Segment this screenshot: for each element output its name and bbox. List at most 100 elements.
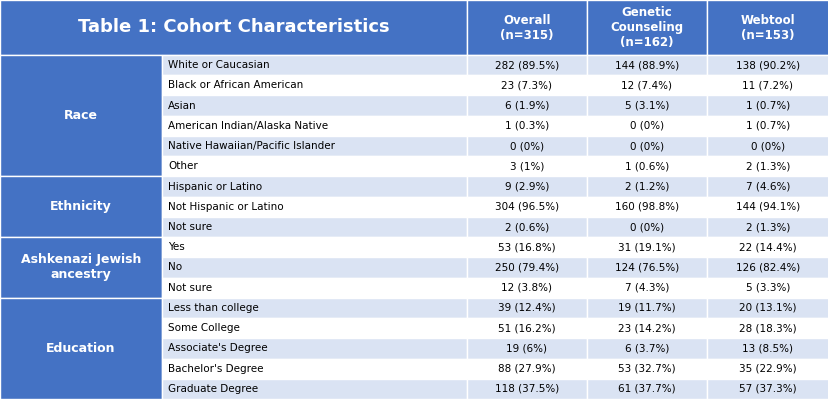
Text: 11 (7.2%): 11 (7.2%) bbox=[742, 80, 792, 90]
Bar bbox=[706, 379, 828, 399]
Bar bbox=[161, 257, 466, 278]
Text: 57 (37.3%): 57 (37.3%) bbox=[739, 384, 796, 394]
Text: 144 (94.1%): 144 (94.1%) bbox=[735, 202, 799, 212]
Text: 12 (7.4%): 12 (7.4%) bbox=[621, 80, 672, 90]
Bar bbox=[0, 0, 466, 55]
Text: 2 (0.6%): 2 (0.6%) bbox=[504, 222, 548, 232]
Bar bbox=[161, 318, 466, 338]
Text: Ethnicity: Ethnicity bbox=[50, 200, 112, 213]
Text: 0 (0%): 0 (0%) bbox=[629, 141, 663, 151]
Bar bbox=[466, 197, 586, 217]
Bar bbox=[586, 318, 706, 338]
Bar bbox=[706, 0, 828, 55]
Text: Yes: Yes bbox=[168, 242, 185, 252]
Text: Asian: Asian bbox=[168, 101, 196, 111]
Bar bbox=[161, 116, 466, 136]
Text: Black or African American: Black or African American bbox=[168, 80, 303, 90]
Text: 19 (6%): 19 (6%) bbox=[506, 344, 546, 354]
Text: 53 (16.8%): 53 (16.8%) bbox=[498, 242, 555, 252]
Bar bbox=[706, 116, 828, 136]
Bar bbox=[706, 338, 828, 359]
Text: 0 (0%): 0 (0%) bbox=[629, 121, 663, 131]
Text: 31 (19.1%): 31 (19.1%) bbox=[618, 242, 675, 252]
Bar bbox=[161, 359, 466, 379]
Text: Less than college: Less than college bbox=[168, 303, 258, 313]
Bar bbox=[706, 217, 828, 237]
Text: 88 (27.9%): 88 (27.9%) bbox=[498, 363, 555, 373]
Bar bbox=[586, 338, 706, 359]
Bar bbox=[586, 217, 706, 237]
Text: 23 (7.3%): 23 (7.3%) bbox=[501, 80, 551, 90]
Bar bbox=[586, 197, 706, 217]
Text: 51 (16.2%): 51 (16.2%) bbox=[498, 323, 555, 333]
Bar bbox=[0, 176, 161, 237]
Bar bbox=[466, 298, 586, 318]
Text: 5 (3.1%): 5 (3.1%) bbox=[624, 101, 668, 111]
Text: Bachelor's Degree: Bachelor's Degree bbox=[168, 363, 263, 373]
Bar bbox=[586, 379, 706, 399]
Bar bbox=[466, 237, 586, 257]
Bar bbox=[586, 176, 706, 197]
Text: 61 (37.7%): 61 (37.7%) bbox=[618, 384, 675, 394]
Text: 35 (22.9%): 35 (22.9%) bbox=[739, 363, 796, 373]
Bar bbox=[161, 217, 466, 237]
Text: Some College: Some College bbox=[168, 323, 239, 333]
Text: 6 (1.9%): 6 (1.9%) bbox=[504, 101, 548, 111]
Text: 304 (96.5%): 304 (96.5%) bbox=[494, 202, 558, 212]
Bar bbox=[161, 95, 466, 116]
Text: 2 (1.3%): 2 (1.3%) bbox=[745, 222, 789, 232]
Bar bbox=[466, 278, 586, 298]
Text: White or Caucasian: White or Caucasian bbox=[168, 60, 269, 70]
Text: 39 (12.4%): 39 (12.4%) bbox=[498, 303, 555, 313]
Bar bbox=[161, 237, 466, 257]
Text: 22 (14.4%): 22 (14.4%) bbox=[739, 242, 796, 252]
Bar bbox=[161, 156, 466, 176]
Bar bbox=[0, 55, 161, 176]
Text: 124 (76.5%): 124 (76.5%) bbox=[614, 263, 678, 273]
Text: 13 (8.5%): 13 (8.5%) bbox=[742, 344, 792, 354]
Bar bbox=[586, 95, 706, 116]
Text: 20 (13.1%): 20 (13.1%) bbox=[739, 303, 796, 313]
Bar bbox=[161, 338, 466, 359]
Text: Graduate Degree: Graduate Degree bbox=[168, 384, 258, 394]
Text: 160 (98.8%): 160 (98.8%) bbox=[614, 202, 678, 212]
Text: 1 (0.7%): 1 (0.7%) bbox=[745, 101, 789, 111]
Bar bbox=[706, 237, 828, 257]
Bar bbox=[0, 298, 161, 399]
Bar bbox=[466, 318, 586, 338]
Bar bbox=[586, 298, 706, 318]
Bar bbox=[161, 75, 466, 95]
Text: Not sure: Not sure bbox=[168, 283, 212, 293]
Bar bbox=[161, 197, 466, 217]
Bar bbox=[586, 359, 706, 379]
Text: Associate's Degree: Associate's Degree bbox=[168, 344, 267, 354]
Text: 19 (11.7%): 19 (11.7%) bbox=[618, 303, 675, 313]
Bar bbox=[586, 136, 706, 156]
Text: 138 (90.2%): 138 (90.2%) bbox=[735, 60, 799, 70]
Bar bbox=[466, 116, 586, 136]
Text: Native Hawaiian/Pacific Islander: Native Hawaiian/Pacific Islander bbox=[168, 141, 335, 151]
Text: 6 (3.7%): 6 (3.7%) bbox=[624, 344, 668, 354]
Text: Genetic
Counseling
(n=162): Genetic Counseling (n=162) bbox=[609, 6, 683, 49]
Text: 1 (0.3%): 1 (0.3%) bbox=[504, 121, 548, 131]
Text: Race: Race bbox=[64, 109, 98, 122]
Bar bbox=[706, 176, 828, 197]
Text: 144 (88.9%): 144 (88.9%) bbox=[614, 60, 678, 70]
Text: No: No bbox=[168, 263, 182, 273]
Bar bbox=[586, 237, 706, 257]
Bar bbox=[161, 55, 466, 75]
Text: 23 (14.2%): 23 (14.2%) bbox=[618, 323, 675, 333]
Text: Ashkenazi Jewish
ancestry: Ashkenazi Jewish ancestry bbox=[21, 253, 141, 281]
Bar bbox=[466, 136, 586, 156]
Text: Webtool
(n=153): Webtool (n=153) bbox=[739, 14, 794, 41]
Bar bbox=[586, 156, 706, 176]
Bar bbox=[586, 75, 706, 95]
Bar bbox=[706, 197, 828, 217]
Text: 0 (0%): 0 (0%) bbox=[509, 141, 543, 151]
Bar bbox=[706, 95, 828, 116]
Text: 7 (4.3%): 7 (4.3%) bbox=[624, 283, 668, 293]
Text: 7 (4.6%): 7 (4.6%) bbox=[745, 182, 789, 192]
Text: 1 (0.6%): 1 (0.6%) bbox=[624, 161, 668, 171]
Bar bbox=[706, 55, 828, 75]
Text: 2 (1.3%): 2 (1.3%) bbox=[745, 161, 789, 171]
